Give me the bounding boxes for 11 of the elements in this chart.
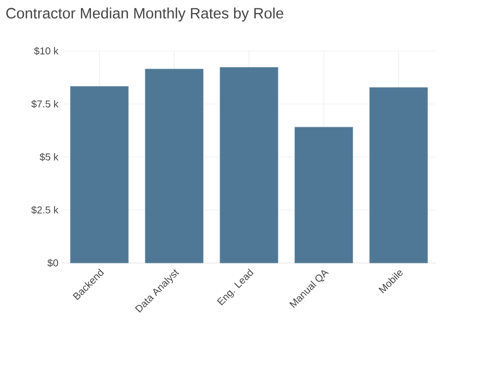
y-tick-label: $0: [47, 258, 58, 268]
y-tick-label: $2.5 k: [31, 206, 58, 214]
y-tick-label: $5 k: [40, 152, 58, 162]
chart-title: Contractor Median Monthly Rates by Role: [6, 8, 284, 22]
bar: [294, 126, 353, 264]
y-tick-label: $7.5 k: [31, 100, 58, 108]
bar: [70, 86, 129, 264]
y-tick-label: $10 k: [34, 46, 58, 56]
bar: [220, 67, 278, 264]
bar: [369, 87, 428, 264]
bar: [145, 68, 204, 264]
